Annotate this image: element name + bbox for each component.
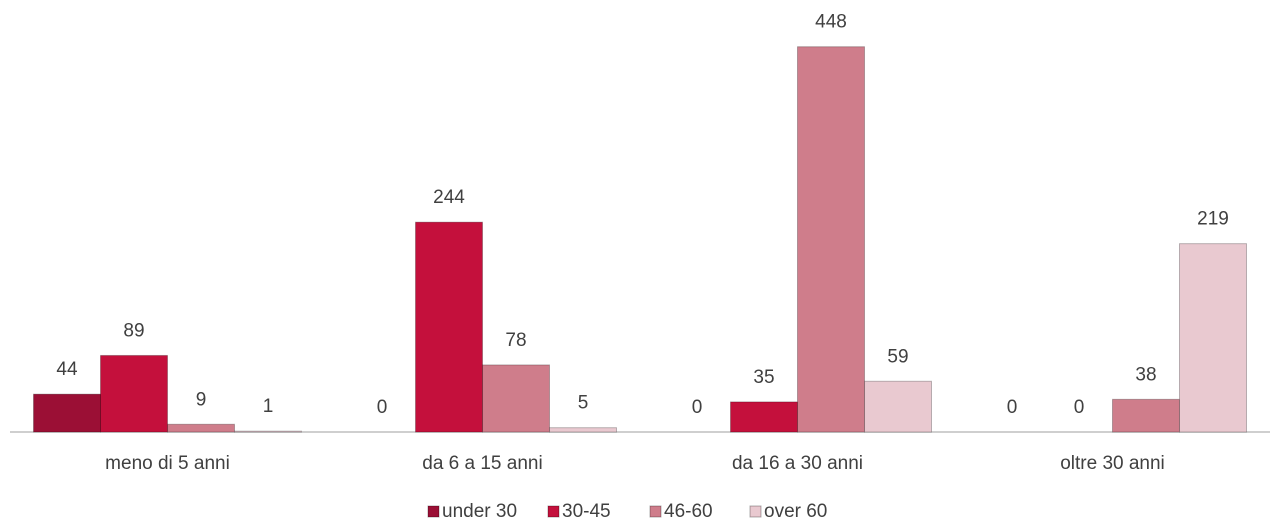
legend-swatch: [547, 505, 560, 518]
x-tick-label: meno di 5 anni: [105, 453, 230, 474]
data-label: 219: [1197, 209, 1229, 230]
data-label: 0: [1074, 397, 1085, 418]
bar: [234, 430, 302, 433]
data-label: 448: [815, 12, 847, 33]
data-label: 244: [433, 187, 465, 208]
data-label: 5: [578, 393, 589, 414]
data-label: 9: [196, 389, 207, 410]
bar: [1112, 398, 1180, 433]
legend-label: 46-60: [664, 501, 713, 522]
bar: [1179, 243, 1247, 433]
data-label: 1: [263, 396, 274, 417]
data-label: 0: [1007, 397, 1018, 418]
data-label: 0: [692, 397, 703, 418]
legend-swatch: [649, 505, 662, 518]
bar: [549, 427, 617, 433]
data-label: 59: [887, 346, 908, 367]
x-tick-label: oltre 30 anni: [1060, 453, 1165, 474]
bar: [167, 423, 235, 433]
data-label: 0: [377, 397, 388, 418]
data-label: 38: [1135, 364, 1156, 385]
bar: [100, 354, 168, 433]
bar: [730, 401, 798, 433]
bar: [415, 221, 483, 433]
legend-label: 30-45: [562, 501, 611, 522]
data-label: 89: [123, 320, 144, 341]
x-tick-label: da 6 a 15 anni: [422, 453, 542, 474]
legend-swatch: [749, 505, 762, 518]
bar: [797, 46, 865, 433]
data-label: 35: [753, 367, 774, 388]
legend-swatch: [427, 505, 440, 518]
data-label: 78: [505, 330, 526, 351]
data-label: 44: [56, 359, 78, 380]
bar: [864, 380, 932, 433]
bar: [482, 364, 550, 433]
legend-label: under 30: [442, 501, 517, 522]
bar: [33, 393, 101, 433]
legend-label: over 60: [764, 501, 827, 522]
x-tick-label: da 16 a 30 anni: [732, 453, 863, 474]
